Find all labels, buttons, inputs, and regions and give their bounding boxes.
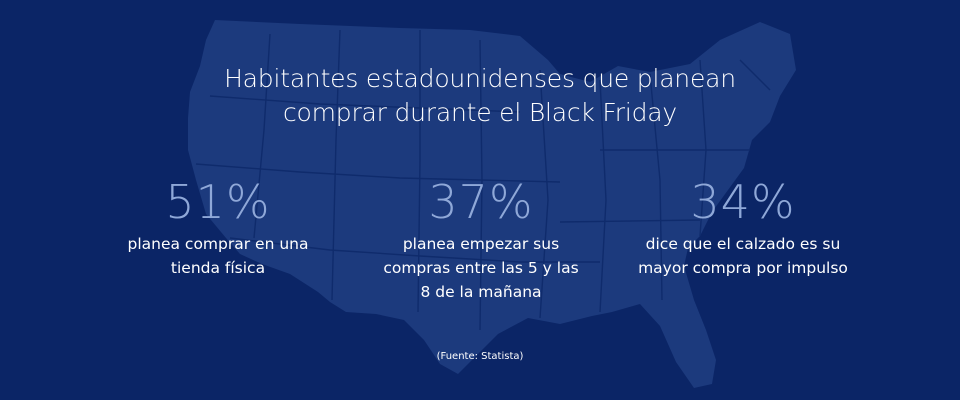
stat-description-line: dice que el calzado es su xyxy=(645,235,841,253)
stat-value: 34% xyxy=(690,175,796,229)
stat-description-line: tienda física xyxy=(170,259,266,277)
title-line-1: Habitantes estadounidenses que planean xyxy=(224,64,736,93)
title-line-2: comprar durante el Black Friday xyxy=(282,98,678,127)
stat-value: 51% xyxy=(165,175,271,229)
stat-block-store: 51% planea comprar en una tienda física xyxy=(98,172,338,280)
stat-description: planea empezar sus compras entre las 5 y… xyxy=(361,232,601,304)
stat-description-line: compras entre las 5 y las xyxy=(383,259,579,277)
stat-description: dice que el calzado es su mayor compra p… xyxy=(623,232,863,280)
usa-map-silhouette xyxy=(188,20,796,388)
stat-description-line: 8 de la mañana xyxy=(420,283,542,301)
infographic-title: Habitantes estadounidenses que planean c… xyxy=(180,62,780,130)
stat-description-line: mayor compra por impulso xyxy=(638,259,848,277)
usa-state-borders xyxy=(195,29,771,331)
stat-block-early-shopping: 37% planea empezar sus compras entre las… xyxy=(361,172,601,304)
stat-description: planea comprar en una tienda física xyxy=(98,232,338,280)
source-note: (Fuente: Statista) xyxy=(436,351,524,362)
stat-value: 37% xyxy=(428,175,534,229)
stat-description-line: planea empezar sus xyxy=(402,235,560,253)
stat-block-footwear: 34% dice que el calzado es su mayor comp… xyxy=(623,172,863,280)
stat-description-line: planea comprar en una xyxy=(127,235,309,253)
